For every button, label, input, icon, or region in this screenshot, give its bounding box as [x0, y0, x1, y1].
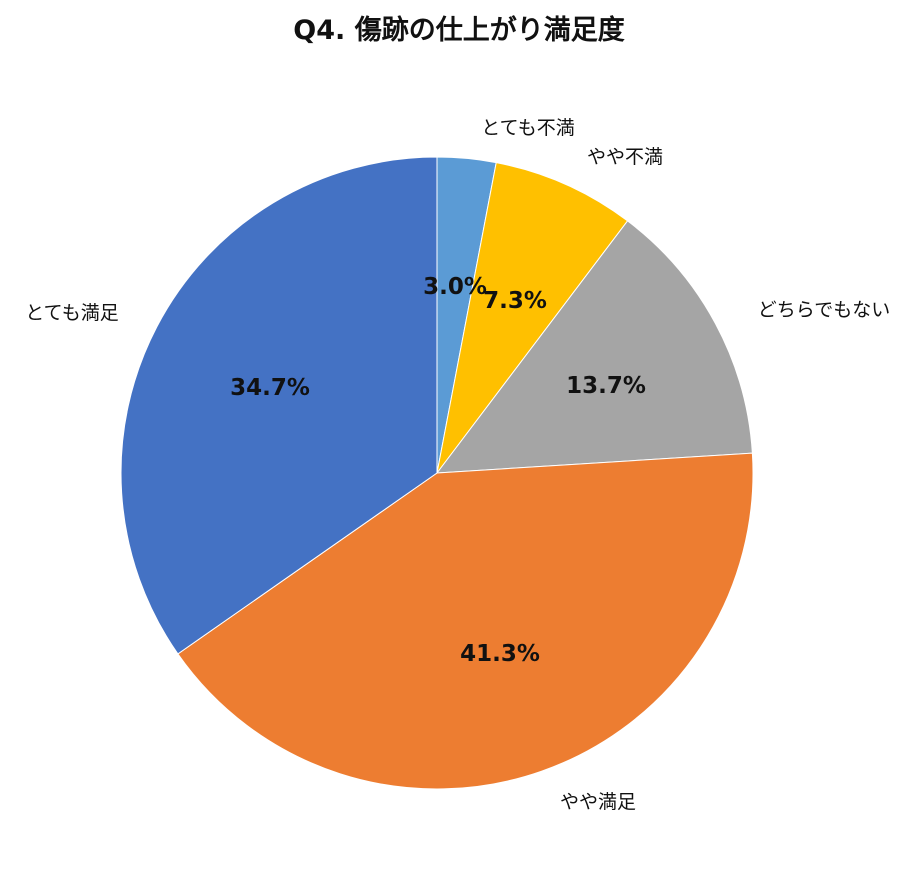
- category-label-3: どちらでもない: [758, 299, 890, 321]
- data-label-5: 34.7%: [230, 375, 310, 401]
- data-label-1: 3.0%: [423, 274, 487, 300]
- category-label-2: やや不満: [587, 146, 663, 168]
- chart-title: Q4. 傷跡の仕上がり満足度: [293, 15, 625, 46]
- pie-slices: [120, 156, 754, 790]
- category-label-1: とても不満: [481, 117, 574, 139]
- pie-slice-4: [177, 452, 754, 790]
- category-label-4: やや満足: [560, 791, 636, 813]
- category-label-5: とても満足: [25, 302, 118, 324]
- pie-slice-3: [435, 220, 753, 474]
- data-label-4: 41.3%: [460, 641, 540, 667]
- data-label-2: 7.3%: [483, 288, 547, 314]
- pie-slice-2: [436, 162, 629, 474]
- data-label-3: 13.7%: [566, 373, 646, 399]
- pie-slice-5: [120, 156, 438, 655]
